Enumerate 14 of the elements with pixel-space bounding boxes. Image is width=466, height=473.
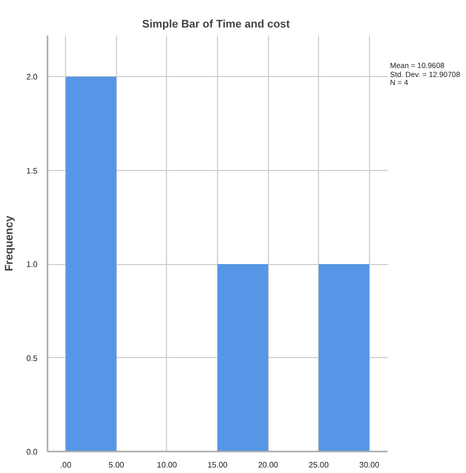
- chart-title: Simple Bar of Time and cost: [142, 18, 290, 30]
- y-tick-label: 2.0: [26, 72, 38, 82]
- x-tick-label: 25.00: [308, 460, 330, 470]
- y-tick-label: 1.0: [26, 260, 38, 270]
- y-tick-label: 0.5: [26, 354, 38, 363]
- x-tick-label: 10.00: [156, 460, 178, 470]
- y-tick-label: 0.0: [26, 448, 38, 456]
- x-tick-label: 20.00: [258, 460, 279, 470]
- y-tick-label: 1.5: [26, 166, 38, 176]
- x-tick-label: .00: [60, 460, 72, 470]
- x-tick-label: 15.00: [207, 460, 228, 470]
- y-axis-title: Frequency: [3, 214, 16, 272]
- x-tick-label: 30.00: [359, 460, 380, 470]
- x-tick-label: 5.00: [108, 460, 125, 470]
